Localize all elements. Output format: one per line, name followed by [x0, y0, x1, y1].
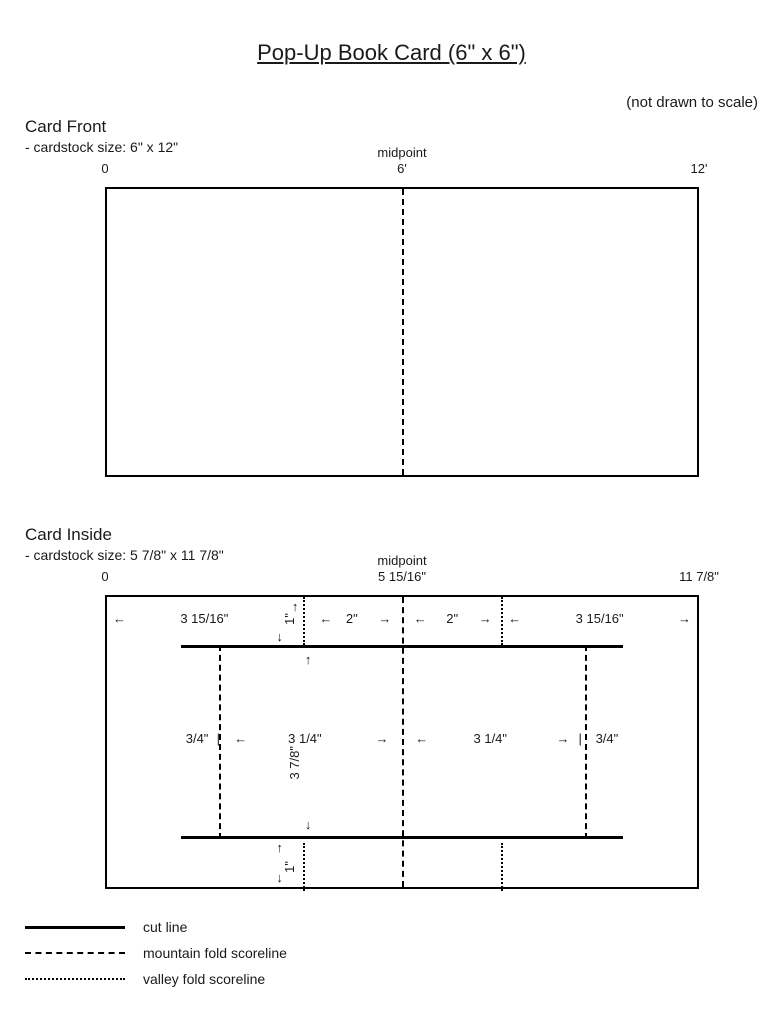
arrow-inner-midR-right: → [556, 731, 569, 746]
dotted-line-right-bottom [501, 843, 503, 891]
front-ruler-left: 0 [101, 161, 108, 176]
arrow-top-d4-left: ← [508, 611, 521, 626]
arrow-top-d3-right: → [479, 611, 492, 626]
arrow-inner-midL-left: ← [234, 731, 247, 746]
inside-ruler-left: 0 [101, 569, 108, 584]
dim-inner-midR: 3 1/4" [474, 731, 508, 746]
legend-cut: cut line [25, 919, 758, 935]
legend-mountain-swatch [25, 952, 125, 954]
arrow-inner-bot-down: ↓ [305, 817, 312, 832]
arrow-top-d2-right: → [378, 611, 391, 626]
dim-top-d3: 2" [446, 611, 458, 626]
arrow-gap-bot-down: ↓ [276, 870, 283, 885]
arrow-inner-midL-right: → [376, 731, 389, 746]
page-title: Pop-Up Book Card (6" x 6") [25, 40, 758, 66]
dim-gap-bot: 1" [282, 861, 297, 873]
bar-inner-edgeL: | [217, 731, 220, 746]
dim-top-d4: 3 15/16" [576, 611, 624, 626]
arrow-inner-top-up: ↑ [305, 652, 312, 667]
inside-heading: Card Inside [25, 525, 758, 545]
front-card-box [105, 187, 699, 477]
inside-ruler-midpoint-label: midpoint [377, 553, 426, 568]
legend-cut-swatch [25, 926, 125, 929]
legend-mountain: mountain fold scoreline [25, 945, 758, 961]
inside-ruler-right: 11 7/8" [679, 569, 719, 584]
dotted-line-right [501, 597, 503, 645]
dim-inner-height: 3 7/8" [287, 746, 302, 780]
arrow-gap-top-up: ↑ [292, 599, 299, 614]
bar-inner-edgeR: | [579, 731, 582, 746]
front-ruler-mid: 6' [397, 161, 407, 176]
legend: cut line mountain fold scoreline valley … [25, 919, 758, 987]
legend-valley-label: valley fold scoreline [143, 971, 265, 987]
dim-top-d1: 3 15/16" [180, 611, 228, 626]
arrow-top-d3-left: ← [414, 611, 427, 626]
arrow-top-d2-left: ← [319, 611, 332, 626]
scale-note: (not drawn to scale) [25, 94, 758, 111]
dotted-line-left [303, 597, 305, 645]
legend-cut-label: cut line [143, 919, 187, 935]
legend-mountain-label: mountain fold scoreline [143, 945, 287, 961]
arrow-gap-bot-up: ↑ [276, 840, 283, 855]
front-ruler-midpoint-label: midpoint [377, 145, 426, 160]
inside-ruler-mid: 5 15/16" [378, 569, 426, 584]
inside-diagram: midpoint 0 5 15/16" 11 7/8" ← 3 15/16" ↑… [105, 569, 699, 889]
dotted-line-left-bottom [303, 843, 305, 891]
front-heading: Card Front [25, 117, 758, 137]
dim-top-d2: 2" [346, 611, 358, 626]
legend-valley: valley fold scoreline [25, 971, 758, 987]
front-diagram: midpoint 0 6' 12' [105, 161, 699, 477]
arrow-top-far-right: → [678, 611, 691, 626]
inner-box: ↑ 3/4" | ← 3 1/4" → ← 3 1/4" → | 3/4" 3 … [181, 645, 622, 839]
arrow-top-far-left: ← [113, 611, 126, 626]
dim-inner-midL: 3 1/4" [288, 731, 322, 746]
legend-valley-swatch [25, 978, 125, 980]
dim-gap-top: 1" [282, 613, 297, 625]
dim-inner-edgeL: 3/4" [186, 731, 209, 746]
inside-card-box: ← 3 15/16" ↑ ← 2" → ← 2" → ← 3 15/16" → … [105, 595, 699, 889]
front-ruler: midpoint 0 6' 12' [105, 161, 699, 187]
arrow-gap-top-down: ↓ [276, 629, 283, 644]
dim-inner-edgeR: 3/4" [596, 731, 619, 746]
front-ruler-right: 12' [691, 161, 708, 176]
arrow-inner-midR-left: ← [415, 731, 428, 746]
inside-ruler: midpoint 0 5 15/16" 11 7/8" [105, 569, 699, 595]
front-midline [402, 189, 404, 475]
